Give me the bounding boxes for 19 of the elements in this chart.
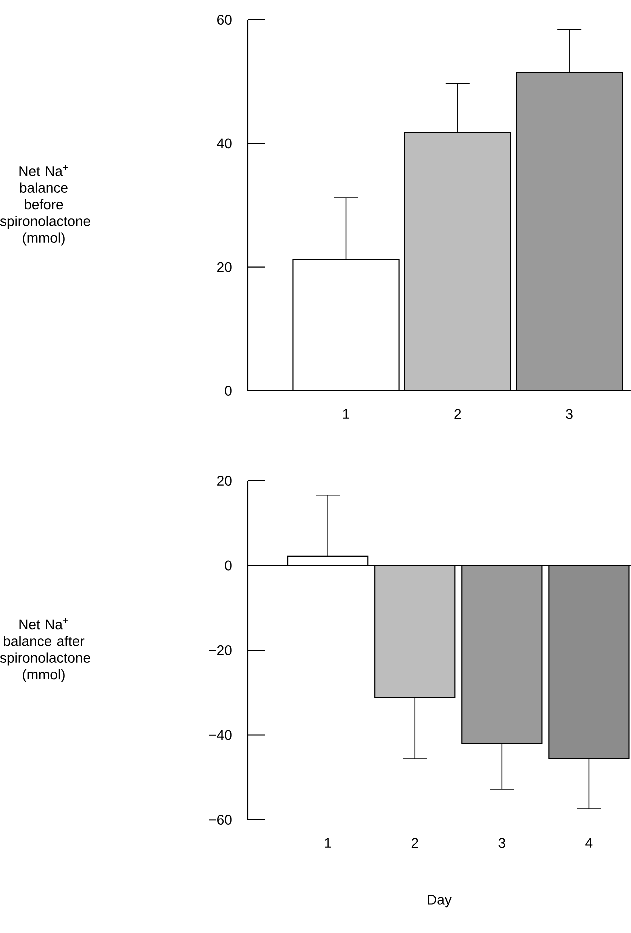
x-tick-label: 1 [325,838,332,848]
y-tick-label: 20 [218,262,232,272]
x-tick-label: 3 [498,838,506,848]
y-tick-label: −40 [209,730,232,740]
y-tick-label: 20 [218,476,232,486]
text: Net Na$^{+}$ balance before spironolactone (mmol) [0,165,90,246]
x-axis-title: Day [428,895,452,908]
x-tick-label: 4 [586,838,593,848]
x-tick-label: 1 [343,409,350,419]
y-tick-label: 60 [218,15,232,25]
y-tick-label: 0 [225,560,232,571]
y-tick-label: 0 [225,386,232,396]
y-tick-label: −20 [209,646,232,656]
x-tick-label: 3 [566,409,573,420]
x-tick-label: 2 [454,409,462,420]
y-tick-label: −60 [209,815,232,825]
text: Net Na$^{+}$ balance after spironolactone (mmol) [0,618,90,682]
y-tick-label: 40 [217,138,232,149]
x-tick-label: 2 [412,838,418,848]
